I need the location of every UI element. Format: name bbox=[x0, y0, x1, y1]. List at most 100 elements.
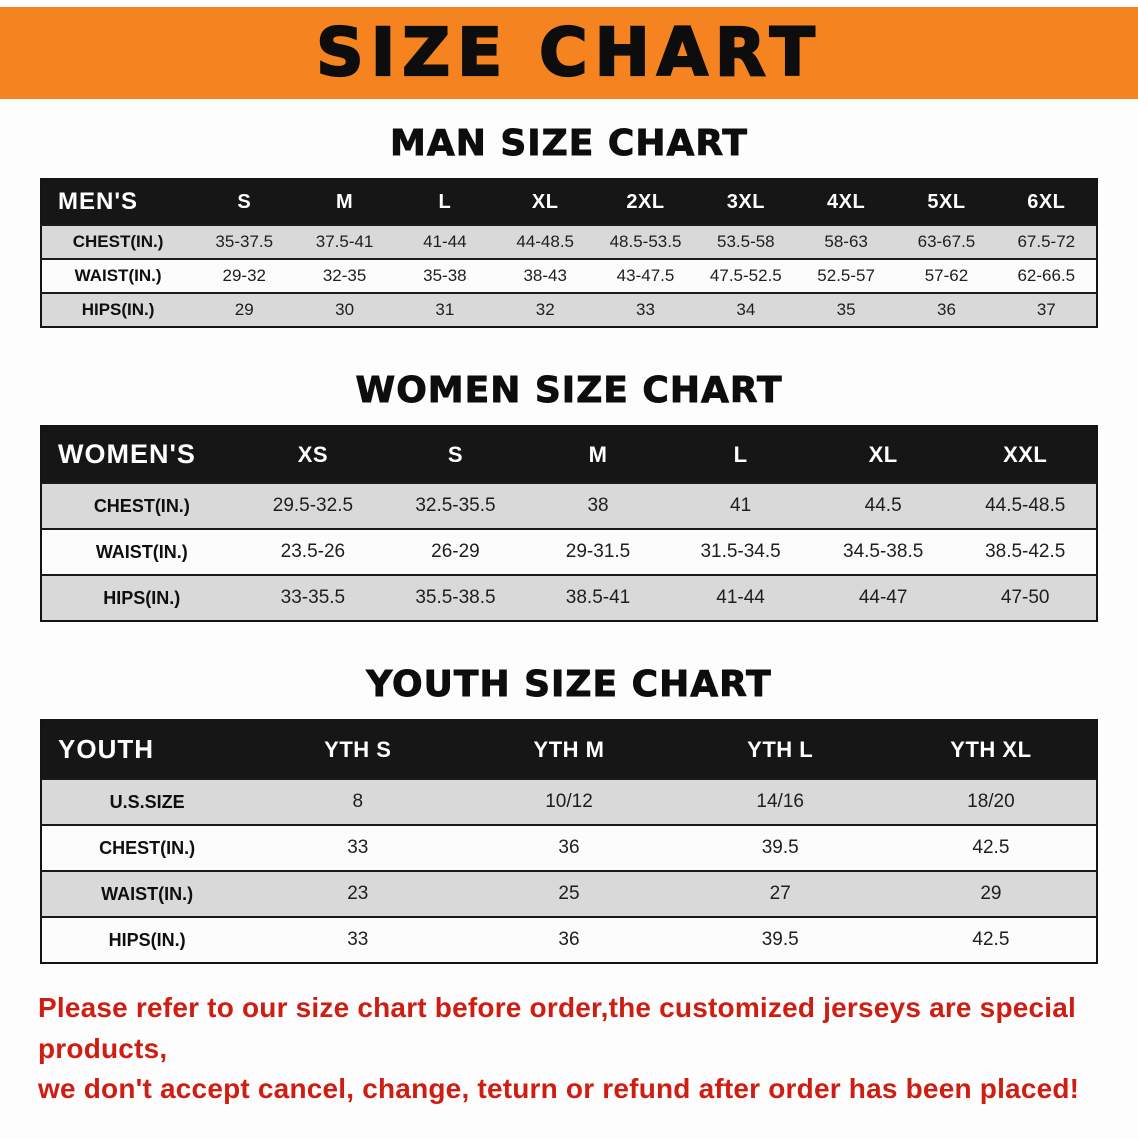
measurement-label: WAIST(IN.) bbox=[41, 528, 242, 575]
measurement-value: 39.5 bbox=[674, 916, 886, 963]
size-column-header: 3XL bbox=[695, 179, 796, 225]
measurement-value: 33 bbox=[252, 824, 464, 871]
measurement-value: 32 bbox=[495, 292, 596, 327]
measurement-row: WAIST(IN.) 23.5-26 26-29 29-31.5 31.5-34.5 34… bbox=[41, 528, 1097, 575]
measurement-row: HIPS(IN.) 29 30 31 32 33 34 35 36 37 bbox=[41, 292, 1097, 327]
size-column-header: S bbox=[194, 179, 295, 225]
measurement-value: 35 bbox=[795, 292, 897, 327]
size-column-header: 5XL bbox=[896, 179, 997, 225]
measurement-value: 44-48.5 bbox=[495, 224, 596, 259]
measurement-label: WAIST(IN.) bbox=[41, 870, 253, 917]
measurement-value: 53.5-58 bbox=[695, 224, 796, 259]
measurement-value: 44.5 bbox=[811, 482, 955, 529]
measurement-value: 41-44 bbox=[669, 574, 812, 621]
disclaimer: Please refer to our size chart before or… bbox=[38, 988, 1094, 1110]
measurement-value: 39.5 bbox=[674, 824, 886, 871]
size-header-row: YOUTH YTH S YTH M YTH L YTH XL bbox=[41, 720, 1097, 779]
measurement-value: 29-31.5 bbox=[526, 528, 670, 575]
measurement-label: WAIST(IN.) bbox=[41, 258, 195, 293]
measurement-value: 30 bbox=[294, 292, 395, 327]
size-chart-banner: SIZE CHART bbox=[0, 7, 1138, 99]
table-group-label: YOUTH bbox=[41, 720, 253, 779]
size-chart-page: SIZE CHART MAN SIZE CHART MEN'S S M L XL 2XL 3… bbox=[0, 7, 1138, 1110]
measurement-value: 48.5-53.5 bbox=[595, 224, 696, 259]
youth-size-section: YOUTH SIZE CHART YOUTH YTH S YTH M YTH L YTH… bbox=[0, 664, 1138, 964]
size-column-header: YTH S bbox=[252, 720, 464, 779]
men-size-table: MEN'S S M L XL 2XL 3XL 4XL 5XL 6XL CHEST(IN.) 35-37… bbox=[40, 178, 1098, 328]
measurement-row: HIPS(IN.) 33 36 39.5 42.5 bbox=[41, 916, 1097, 963]
measurement-value: 31 bbox=[394, 292, 496, 327]
size-column-header: 4XL bbox=[795, 179, 897, 225]
measurement-label: CHEST(IN.) bbox=[41, 824, 253, 871]
measurement-value: 38.5-41 bbox=[526, 574, 670, 621]
measurement-value: 33 bbox=[595, 292, 696, 327]
measurement-value: 41-44 bbox=[394, 224, 496, 259]
measurement-value: 47.5-52.5 bbox=[695, 258, 796, 293]
measurement-label: U.S.SIZE bbox=[41, 778, 253, 825]
measurement-label: HIPS(IN.) bbox=[41, 574, 242, 621]
measurement-label: HIPS(IN.) bbox=[41, 916, 253, 963]
measurement-value: 32.5-35.5 bbox=[384, 482, 527, 529]
measurement-value: 63-67.5 bbox=[896, 224, 997, 259]
size-column-header: M bbox=[294, 179, 395, 225]
measurement-value: 29 bbox=[885, 870, 1097, 917]
measurement-value: 36 bbox=[463, 916, 675, 963]
measurement-value: 37 bbox=[996, 292, 1097, 327]
disclaimer-line-1: Please refer to our size chart before or… bbox=[38, 992, 1077, 1064]
measurement-value: 67.5-72 bbox=[996, 224, 1097, 259]
measurement-row: CHEST(IN.) 33 36 39.5 42.5 bbox=[41, 824, 1097, 871]
measurement-value: 8 bbox=[252, 778, 464, 825]
size-charts: MAN SIZE CHART MEN'S S M L XL 2XL 3XL 4XL 5XL 6XL… bbox=[0, 123, 1138, 964]
measurement-value: 38.5-42.5 bbox=[954, 528, 1097, 575]
measurement-value: 35.5-38.5 bbox=[384, 574, 527, 621]
measurement-row: CHEST(IN.) 35-37.5 37.5-41 41-44 44-48.5 48.5… bbox=[41, 224, 1097, 259]
measurement-value: 44.5-48.5 bbox=[954, 482, 1097, 529]
size-column-header: YTH XL bbox=[885, 720, 1097, 779]
measurement-row: WAIST(IN.) 29-32 32-35 35-38 38-43 43-47.5 47.… bbox=[41, 258, 1097, 293]
size-column-header: M bbox=[526, 426, 670, 483]
measurement-value: 32-35 bbox=[294, 258, 395, 293]
women-section-heading: WOMEN SIZE CHART bbox=[355, 370, 783, 412]
measurement-value: 33 bbox=[252, 916, 464, 963]
measurement-label: CHEST(IN.) bbox=[41, 224, 195, 259]
measurement-row: WAIST(IN.) 23 25 27 29 bbox=[41, 870, 1097, 917]
measurement-value: 62-66.5 bbox=[996, 258, 1097, 293]
measurement-label: CHEST(IN.) bbox=[41, 482, 242, 529]
size-column-header: 2XL bbox=[595, 179, 696, 225]
measurement-label: HIPS(IN.) bbox=[41, 292, 195, 327]
measurement-value: 23 bbox=[252, 870, 464, 917]
measurement-value: 29 bbox=[194, 292, 295, 327]
measurement-value: 36 bbox=[896, 292, 997, 327]
size-column-header: S bbox=[384, 426, 527, 483]
measurement-value: 36 bbox=[463, 824, 675, 871]
measurement-value: 44-47 bbox=[811, 574, 955, 621]
size-column-header: L bbox=[669, 426, 812, 483]
measurement-value: 52.5-57 bbox=[795, 258, 897, 293]
measurement-row: U.S.SIZE 8 10/12 14/16 18/20 bbox=[41, 778, 1097, 825]
measurement-value: 38 bbox=[526, 482, 670, 529]
measurement-value: 35-37.5 bbox=[194, 224, 295, 259]
measurement-value: 31.5-34.5 bbox=[669, 528, 812, 575]
measurement-value: 41 bbox=[669, 482, 812, 529]
table-group-label: MEN'S bbox=[41, 179, 195, 225]
women-size-table: WOMEN'S XS S M L XL XXL CHEST(IN.) 29.5-32.5 32.5… bbox=[40, 425, 1098, 622]
size-column-header: YTH M bbox=[463, 720, 675, 779]
measurement-value: 29-32 bbox=[194, 258, 295, 293]
measurement-value: 34.5-38.5 bbox=[811, 528, 955, 575]
measurement-value: 43-47.5 bbox=[595, 258, 696, 293]
men-section-heading: MAN SIZE CHART bbox=[390, 123, 748, 165]
women-size-section: WOMEN SIZE CHART WOMEN'S XS S M L XL XXL CHEST(… bbox=[0, 370, 1138, 622]
measurement-value: 34 bbox=[695, 292, 796, 327]
measurement-value: 14/16 bbox=[674, 778, 886, 825]
measurement-value: 37.5-41 bbox=[294, 224, 395, 259]
size-column-header: YTH L bbox=[674, 720, 886, 779]
measurement-value: 23.5-26 bbox=[241, 528, 385, 575]
measurement-value: 42.5 bbox=[885, 824, 1097, 871]
measurement-row: HIPS(IN.) 33-35.5 35.5-38.5 38.5-41 41-44 44-… bbox=[41, 574, 1097, 621]
measurement-value: 29.5-32.5 bbox=[241, 482, 385, 529]
size-column-header: XS bbox=[241, 426, 385, 483]
measurement-value: 26-29 bbox=[384, 528, 527, 575]
disclaimer-line-2: we don't accept cancel, change, teturn o… bbox=[38, 1073, 1080, 1105]
measurement-value: 25 bbox=[463, 870, 675, 917]
page-title: SIZE CHART bbox=[315, 14, 822, 91]
